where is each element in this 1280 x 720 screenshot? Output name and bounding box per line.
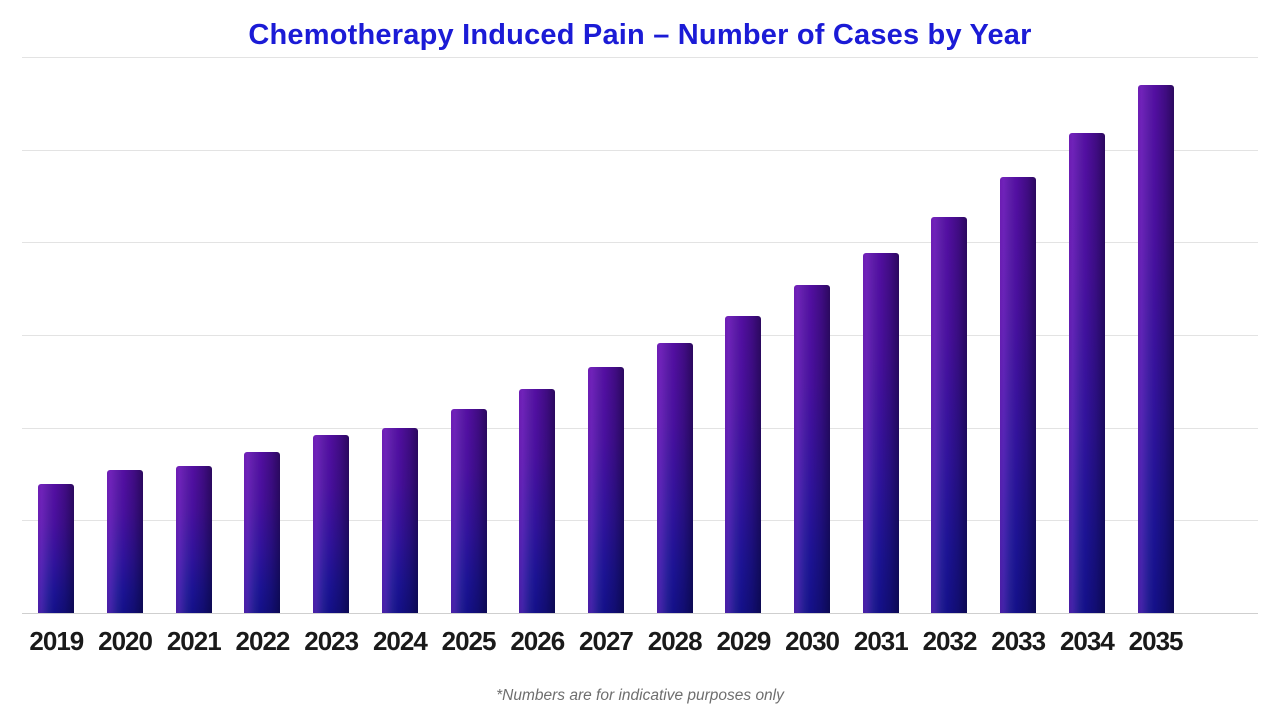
- bar-2020: [107, 470, 144, 613]
- bar-2030: [794, 284, 831, 613]
- gridline: [22, 427, 1258, 429]
- bar-slot: [91, 57, 160, 613]
- bar-slot: [1121, 57, 1190, 613]
- bar-slot: [22, 57, 91, 613]
- x-tick-label-2031: 2031: [853, 626, 909, 656]
- x-tick-label-2025: 2025: [441, 626, 497, 656]
- x-tick-label-2035: 2035: [1128, 626, 1184, 656]
- bar-slot: [846, 57, 915, 613]
- plot-area: [22, 57, 1258, 614]
- gridline: [22, 520, 1258, 522]
- x-tick-label-2033: 2033: [991, 626, 1046, 656]
- bar-2022: [244, 451, 281, 613]
- footnote: *Numbers are for indicative purposes onl…: [496, 687, 784, 704]
- bar-2026: [519, 388, 556, 613]
- bar-2033: [1000, 177, 1037, 613]
- x-tick-label-2020: 2020: [98, 626, 153, 656]
- bar-2028: [656, 343, 693, 613]
- gridline: [22, 149, 1258, 151]
- x-tick-label-2030: 2030: [785, 626, 840, 656]
- bar-slot: [159, 57, 228, 613]
- bar-2021: [175, 465, 212, 613]
- bar-slot: [503, 57, 572, 613]
- x-tick-label-2024: 2024: [372, 626, 428, 656]
- gridline: [22, 242, 1258, 244]
- bar-2024: [381, 427, 418, 613]
- bar-2035: [1137, 84, 1174, 613]
- bar-slot: [572, 57, 641, 613]
- x-axis-baseline: [22, 613, 1258, 614]
- x-tick-label-2021: 2021: [166, 626, 222, 656]
- bar-2029: [725, 316, 762, 613]
- bar-slot: [984, 57, 1053, 613]
- bar-slot: [366, 57, 435, 613]
- bar-slot: [228, 57, 297, 613]
- bar-slot: [778, 57, 847, 613]
- bar-2027: [587, 367, 624, 613]
- bar-slot: [297, 57, 366, 613]
- bar-slot: [709, 57, 778, 613]
- x-tick-label-2019: 2019: [29, 626, 84, 656]
- bar-2032: [931, 217, 968, 613]
- bar-2034: [1068, 133, 1105, 613]
- x-axis-labels: 2019 2020 2021 2022 2023 2024 2025 2026 2027 2028…: [22, 626, 1190, 657]
- x-tick-label-2034: 2034: [1059, 626, 1115, 656]
- chart-title: Chemotherapy Induced Pain – Number of Ca…: [248, 19, 1032, 51]
- x-tick-label-2027: 2027: [579, 626, 634, 656]
- bar-slot: [434, 57, 503, 613]
- bar-2019: [38, 484, 75, 613]
- x-tick-label-2032: 2032: [922, 626, 978, 656]
- x-tick-label-2029: 2029: [716, 626, 771, 656]
- bar-2023: [313, 435, 350, 613]
- bar-slot: [915, 57, 984, 613]
- bar-2031: [862, 252, 899, 613]
- gridline: [22, 335, 1258, 336]
- bar-2025: [450, 409, 487, 613]
- x-tick-label-2022: 2022: [235, 626, 291, 656]
- x-tick-label-2026: 2026: [510, 626, 565, 656]
- bar-slot: [1053, 57, 1122, 613]
- x-tick-label-2028: 2028: [647, 626, 703, 656]
- x-tick-label-2023: 2023: [304, 626, 359, 656]
- gridline: [22, 57, 1258, 58]
- bars: [22, 57, 1190, 613]
- bar-slot: [640, 57, 709, 613]
